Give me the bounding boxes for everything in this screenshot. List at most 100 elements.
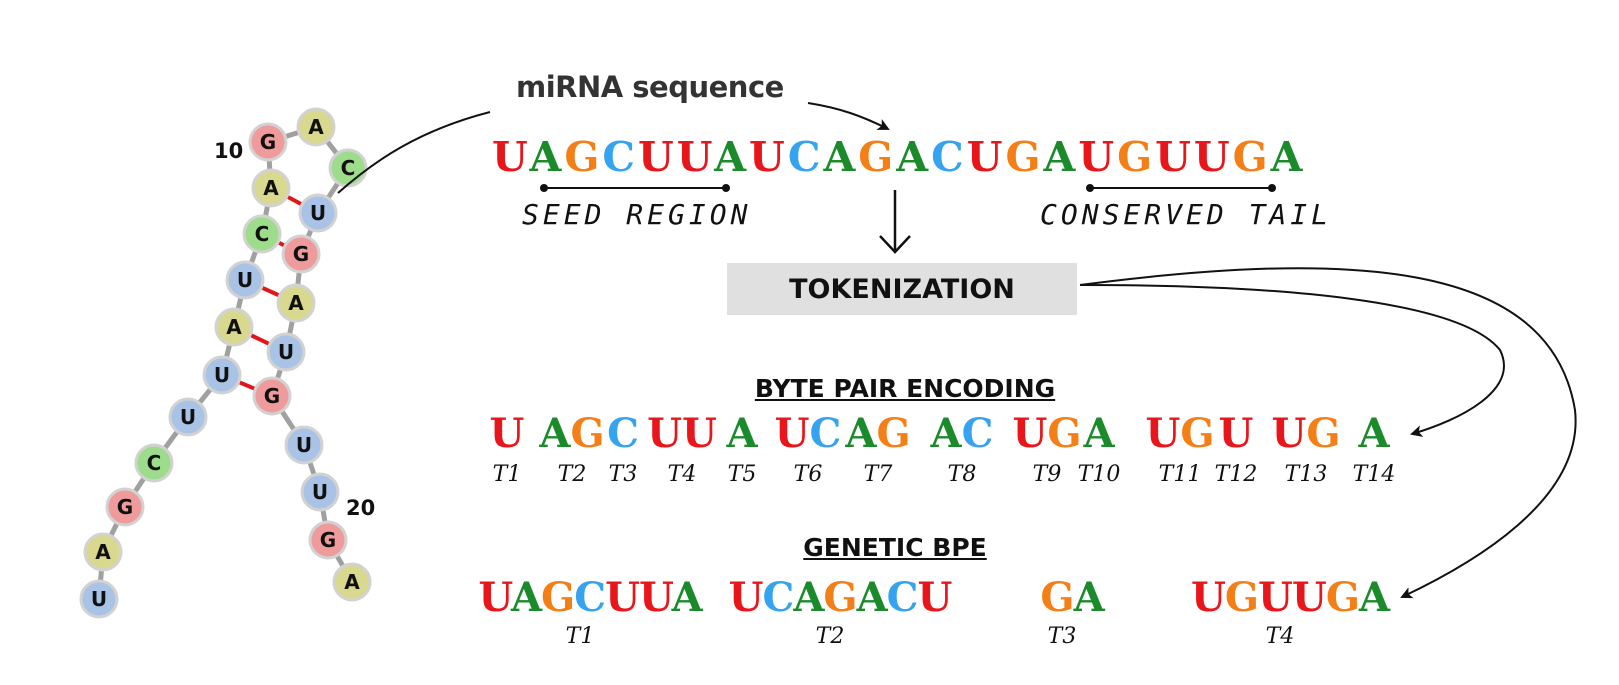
genetic-bpe-token: UAGCUUA	[478, 574, 702, 621]
rna-node-circle	[276, 283, 316, 323]
nucleotide-U: U	[728, 574, 764, 621]
nucleotide-U: U	[676, 133, 715, 181]
nucleotide-U: U	[1078, 133, 1118, 181]
seed-region-label: SEED REGION	[522, 198, 752, 231]
bpe-token-label: T2	[557, 462, 587, 487]
rna-node-letter: C	[147, 451, 162, 475]
rna-node-letter: C	[255, 222, 270, 246]
nucleotide-A: A	[1043, 133, 1079, 181]
nucleotide-U: U	[1271, 410, 1307, 457]
nucleotide-U: U	[638, 574, 673, 621]
nucleotide-U: U	[1291, 574, 1327, 621]
bpe-token: UC	[775, 410, 842, 457]
nucleotide-U: U	[637, 133, 677, 181]
rna-node-letter: U	[296, 433, 312, 457]
rna-node: G	[252, 376, 292, 416]
rna-node-letter: U	[91, 587, 107, 611]
nucleotide-C: C	[961, 410, 994, 457]
rna-node: A	[251, 168, 291, 208]
nucleotide-U: U	[1145, 410, 1181, 457]
bpe-token: UG	[1145, 410, 1214, 457]
nucleotide-G: G	[858, 133, 897, 181]
nucleotide-G: G	[1117, 133, 1156, 181]
rna-node: U	[225, 260, 265, 300]
rna-node-letter: U	[180, 405, 196, 429]
rna-node-letter: A	[226, 315, 242, 339]
tokenization-box: TOKENIZATION	[727, 263, 1077, 315]
rna-node-circle	[284, 425, 324, 465]
nucleotide-C: C	[886, 574, 919, 621]
rna-node: U	[298, 193, 338, 233]
bpe-token-label: T8	[947, 462, 977, 487]
nucleotide-G: G	[564, 133, 603, 181]
nucleotide-G: G	[1040, 574, 1074, 621]
rna-node: U	[266, 332, 306, 372]
rna-node-letter: A	[344, 570, 360, 594]
rna-node-letter: G	[293, 242, 309, 266]
nucleotide-U: U	[1258, 574, 1293, 621]
nucleotide-A: A	[539, 410, 571, 457]
nucleotide-C: C	[602, 133, 638, 181]
nucleotide-G: G	[1325, 574, 1360, 621]
nucleotide-G: G	[823, 574, 857, 621]
bpe-token-label: T7	[863, 462, 893, 487]
bpe-token-label: T1	[492, 462, 522, 487]
nucleotide-A: A	[856, 574, 888, 621]
genetic-bpe-token-label: T3	[1047, 624, 1077, 649]
rna-node-letter: A	[288, 291, 304, 315]
genetic-bpe-token-label: T1	[565, 624, 595, 649]
conserved-tail-bracket-start	[1086, 184, 1094, 192]
rna-node-circle	[296, 107, 336, 147]
nucleotide-U: U	[917, 574, 952, 621]
rna-node-letter: U	[278, 340, 294, 364]
bpe-token: UG	[1271, 410, 1340, 457]
bpe-token: AG	[539, 410, 604, 457]
nucleotide-A: A	[1358, 574, 1390, 621]
bpe-token: A	[1358, 410, 1389, 457]
nucleotide-G: G	[1180, 410, 1215, 457]
genetic-bpe-heading: GENETIC BPE	[803, 533, 987, 562]
node-number-10: 10	[214, 139, 244, 163]
bpe-token-label: T9	[1032, 462, 1062, 487]
bpe-token-label: T12	[1214, 462, 1258, 487]
rna-node: U	[202, 355, 242, 395]
rna-node: C	[242, 214, 282, 254]
rna-node: A	[296, 107, 336, 147]
rna-node-circle	[202, 355, 242, 395]
rna-node-circle	[225, 260, 265, 300]
bpe-token-label: T14	[1352, 462, 1396, 487]
rna-node: G	[281, 234, 321, 274]
rna-node-letter: A	[95, 540, 111, 564]
nucleotide-G: G	[541, 574, 575, 621]
conserved-tail-label: CONSERVED TAIL	[1040, 198, 1333, 231]
rna-node: U	[79, 579, 119, 619]
nucleotide-U: U	[478, 574, 512, 621]
bpe-token: AC	[931, 410, 994, 457]
nucleotide-G: G	[1047, 410, 1082, 457]
rna-node-letter: G	[264, 384, 280, 408]
nucleotide-A: A	[1358, 410, 1390, 457]
nucleotide-U: U	[489, 410, 525, 457]
nucleotide-U: U	[682, 410, 717, 457]
rna-node: U	[284, 425, 324, 465]
rna-node-letter: G	[260, 130, 276, 154]
nucleotide-U: U	[749, 133, 788, 181]
nucleotide-G: G	[876, 410, 911, 457]
rna-node-circle	[332, 562, 372, 602]
bpe-token-label: T3	[608, 462, 638, 487]
nucleotide-U: U	[1155, 133, 1194, 181]
nucleotide-U: U	[605, 574, 640, 621]
conserved-tail-bracket-end	[1268, 184, 1276, 192]
nucleotide-G: G	[1232, 133, 1271, 181]
nucleotide-C: C	[787, 133, 824, 181]
nucleotide-A: A	[1073, 574, 1105, 621]
nucleotide-G: G	[1224, 574, 1259, 621]
nucleotide-C: C	[931, 133, 967, 181]
bpe-token-label: T4	[667, 462, 697, 487]
nucleotide-A: A	[930, 410, 962, 457]
rna-node: A	[214, 307, 254, 347]
rna-node: A	[83, 532, 123, 572]
nucleotide-G: G	[570, 410, 605, 457]
